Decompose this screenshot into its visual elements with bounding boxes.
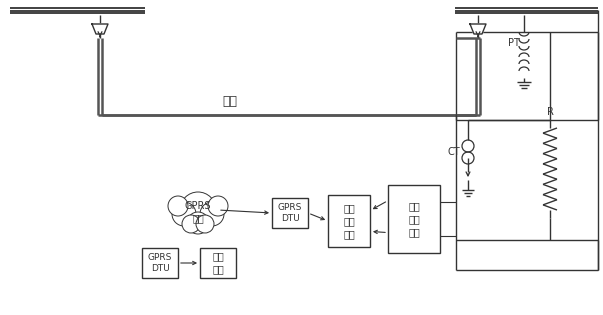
Circle shape [196,215,214,233]
Circle shape [172,202,196,226]
Bar [200,248,236,278]
Text: 电缆: 电缆 [223,95,238,108]
Circle shape [187,212,209,234]
Text: GPRS
DTU: GPRS DTU [148,253,172,273]
Circle shape [182,215,200,233]
Bar [388,185,440,253]
Bar [272,198,308,228]
Text: GPRS
网络: GPRS 网络 [185,201,211,223]
Text: 滤波
放大
模块: 滤波 放大 模块 [408,201,420,237]
Text: GPRS
DTU: GPRS DTU [278,203,302,223]
Text: CT: CT [447,147,460,157]
Circle shape [168,196,188,216]
Bar [142,248,178,278]
Text: 微机
控制
模块: 微机 控制 模块 [343,203,355,239]
Text: 监控
主机: 监控 主机 [212,251,224,275]
Text: PT: PT [508,38,520,48]
Bar [328,195,370,247]
Circle shape [200,202,224,226]
Circle shape [208,196,228,216]
Polygon shape [92,24,108,34]
Circle shape [180,192,216,228]
Polygon shape [470,24,486,34]
Text: R: R [546,107,554,117]
